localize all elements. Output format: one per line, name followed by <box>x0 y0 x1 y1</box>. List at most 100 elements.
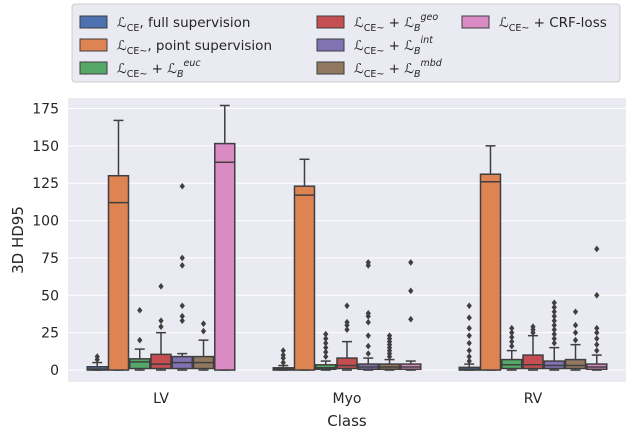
flier-point <box>551 339 557 347</box>
flier-point <box>200 327 207 335</box>
y-tick-label: 25 <box>41 326 59 342</box>
legend-swatch <box>461 15 490 29</box>
legend-swatch <box>316 15 345 29</box>
x-axis-ticks: LV Myo RV <box>153 391 543 407</box>
x-tick-label: RV <box>524 391 543 407</box>
legend: ℒCE, full supervision ℒCE~, point supervi… <box>71 3 621 83</box>
flier-point <box>551 312 557 320</box>
flier-point <box>551 321 557 329</box>
flier-point <box>594 347 600 354</box>
flier-point <box>280 347 286 354</box>
flier-point <box>551 330 557 338</box>
flier-point <box>509 342 515 350</box>
flier-point <box>572 321 579 329</box>
flier-point <box>280 351 286 359</box>
flier-point <box>365 342 371 350</box>
flier-point <box>466 324 472 332</box>
legend-item-1: ℒCE, full supervision <box>79 15 250 34</box>
legend-label: ℒCE~, point supervision <box>117 38 272 57</box>
flier-point <box>344 302 350 310</box>
legend-item-7: ℒCE~ + CRF-loss <box>461 15 607 34</box>
box-myo-series-2 <box>293 158 316 371</box>
y-tick-label: 0 <box>50 363 59 379</box>
flier-point <box>572 329 579 336</box>
flier-point <box>572 308 579 316</box>
flier-point <box>551 299 557 307</box>
plot-area <box>68 98 626 382</box>
flier-point <box>179 312 185 320</box>
box-iqr <box>150 353 172 370</box>
flier-point <box>594 341 600 348</box>
flier-point <box>179 302 185 310</box>
box-iqr <box>479 173 502 371</box>
flier-point <box>466 314 472 322</box>
flier-point <box>344 318 350 326</box>
y-axis-title: 3D HD95 <box>9 206 27 274</box>
flier-point <box>94 353 100 360</box>
legend-swatch <box>316 38 345 52</box>
box-rv-series-1 <box>458 302 480 371</box>
box-lv-series-5 <box>171 182 193 371</box>
flier-point <box>594 292 600 299</box>
legend-item-4: ℒCE~ + ℒBgeo​ <box>316 12 438 34</box>
y-tick-label: 175 <box>32 101 59 117</box>
flier-point <box>594 335 600 342</box>
flier-point <box>509 324 515 332</box>
flier-point <box>466 332 472 339</box>
flier-point <box>323 344 329 351</box>
legend-item-3: ℒCE~ + ℒBeuc​ <box>79 58 201 80</box>
legend-label: ℒCE~ + ℒBgeo​ <box>354 12 438 34</box>
x-tick-label: LV <box>153 391 169 407</box>
flier-point <box>179 254 185 262</box>
box-lv-series-2 <box>107 119 130 371</box>
flier-point <box>509 338 515 345</box>
box-lv-series-7 <box>214 104 236 371</box>
flier-point <box>137 336 143 344</box>
y-axis-ticks: 0 25 50 75 100 125 150 175 <box>32 101 59 379</box>
flier-point <box>280 359 286 366</box>
flier-point <box>365 309 371 317</box>
flier-point <box>408 315 414 323</box>
flier-point <box>323 348 329 356</box>
box-iqr <box>293 185 316 371</box>
box-lv-series-6 <box>192 320 215 371</box>
legend-label: ℒCE~ + ℒBint​ <box>354 35 434 57</box>
flier-point <box>365 318 371 326</box>
box-rv-series-2 <box>479 145 502 371</box>
box-myo-series-1 <box>272 347 294 371</box>
box-rv-series-5 <box>543 299 565 371</box>
flier-point <box>509 329 515 336</box>
box-rv-series-7 <box>586 245 608 371</box>
flier-point <box>365 259 371 266</box>
flier-point <box>466 353 472 360</box>
flier-point <box>365 350 371 357</box>
legend-label: ℒCE, full supervision <box>117 15 250 34</box>
box-lv-series-1 <box>86 353 108 371</box>
flier-point <box>551 326 557 333</box>
box-rv-series-4 <box>522 323 544 371</box>
flier-point <box>594 329 600 336</box>
box-myo-series-4 <box>336 302 358 371</box>
flier-point <box>594 324 600 332</box>
box-rv-series-6 <box>564 308 587 371</box>
box-iqr <box>214 142 236 371</box>
flier-point <box>200 320 207 328</box>
box-myo-series-3 <box>315 330 337 371</box>
flier-point <box>572 336 579 344</box>
flier-point <box>323 330 329 338</box>
flier-point <box>551 303 557 311</box>
legend-item-2: ℒCE~, point supervision <box>79 38 272 57</box>
x-tick-label: Myo <box>333 391 362 407</box>
flier-point <box>408 259 414 266</box>
legend-swatch <box>79 38 108 52</box>
legend-label: ℒCE~ + ℒBeuc​ <box>117 58 201 80</box>
y-tick-label: 75 <box>41 251 59 267</box>
box-myo-series-6 <box>378 332 401 371</box>
box-lv-series-3 <box>129 306 151 371</box>
flier-point <box>408 287 414 295</box>
legend-swatch <box>79 15 108 29</box>
flier-point <box>158 283 164 290</box>
flier-point <box>386 332 393 339</box>
y-tick-label: 125 <box>32 176 59 192</box>
box-iqr <box>129 358 151 370</box>
